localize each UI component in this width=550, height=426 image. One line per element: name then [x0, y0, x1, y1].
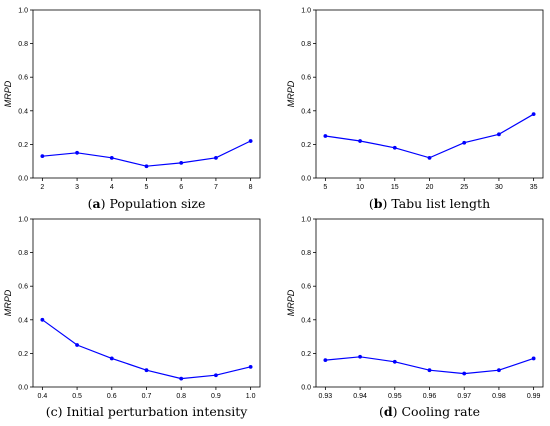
x-tick-label: 7	[214, 184, 218, 191]
x-tick-label: 0.5	[72, 393, 82, 400]
y-tick-label: 0.0	[301, 385, 311, 392]
x-tick-label: 0.9	[211, 393, 221, 400]
x-tick-label: 10	[356, 184, 364, 191]
y-tick-label: 0.2	[301, 142, 311, 149]
x-tick-label: 0.99	[527, 393, 541, 400]
series-line	[42, 140, 251, 167]
data-point	[248, 139, 253, 143]
x-tick-label: 3	[75, 184, 79, 191]
panel-caption: (d) Cooling rate	[379, 404, 480, 419]
x-tick-label: 0.6	[107, 393, 117, 400]
y-tick-label: 0.8	[301, 250, 311, 257]
y-tick-label: 0.0	[18, 176, 28, 183]
y-tick-label: 1.0	[18, 217, 28, 224]
y-tick-label: 0.0	[301, 176, 311, 183]
y-tick-label: 0.4	[301, 108, 311, 115]
panel-caption: (c) Initial perturbation intensity	[46, 404, 249, 419]
y-tick-label: 0.2	[18, 142, 28, 149]
data-point	[427, 368, 432, 373]
data-point	[75, 343, 79, 347]
data-point	[462, 371, 467, 376]
y-tick-label: 0.8	[301, 41, 311, 48]
y-tick-label: 1.0	[301, 8, 311, 15]
y-tick-label: 1.0	[301, 217, 311, 224]
y-tick-label: 0.4	[301, 317, 311, 324]
data-point	[497, 368, 501, 373]
data-point	[392, 359, 397, 364]
x-tick-label: 0.94	[353, 393, 367, 400]
panel-caption: (b) Tabu list length	[369, 196, 490, 211]
x-tick-label: 25	[460, 184, 468, 191]
series-line	[325, 113, 534, 159]
data-point	[323, 134, 328, 138]
data-point	[179, 160, 184, 165]
y-axis-label: MRPD	[3, 80, 13, 107]
y-tick-label: 0.4	[18, 108, 28, 115]
data-point	[40, 317, 45, 322]
chart-panel-a: 0.0 0.2 0.4 0.6 0.8 1.0 2 3 4 5 6 7 8 MRPD (a) Populat…	[3, 8, 261, 211]
plot-frame	[315, 9, 544, 179]
y-tick-label: 0.8	[18, 41, 28, 48]
data-point	[179, 376, 184, 381]
data-point	[358, 354, 362, 359]
y-tick-label: 0.6	[301, 75, 311, 82]
data-point	[75, 150, 79, 155]
x-tick-label: 1.0	[246, 393, 256, 400]
data-point	[214, 155, 218, 160]
y-tick-label: 0.6	[18, 284, 28, 291]
y-axis-label: MRPD	[3, 289, 13, 316]
y-tick-label: 0.2	[18, 351, 28, 358]
y-tick-label: 0.2	[301, 351, 311, 358]
data-point	[109, 356, 114, 361]
x-tick-label: 20	[426, 184, 434, 191]
x-tick-label: 0.97	[457, 393, 471, 400]
data-point	[109, 155, 114, 160]
x-tick-label: 6	[179, 184, 183, 191]
y-tick-label: 0.8	[18, 250, 28, 257]
y-axis-label: MRPD	[286, 80, 296, 107]
x-tick-label: 0.95	[388, 393, 402, 400]
x-tick-label: 0.4	[38, 393, 48, 400]
y-tick-label: 0.0	[18, 385, 28, 392]
data-point	[358, 139, 362, 143]
data-point	[144, 164, 149, 169]
x-tick-label: 2	[40, 184, 44, 191]
data-point	[497, 132, 501, 137]
y-tick-label: 1.0	[18, 8, 28, 15]
x-tick-label: 15	[391, 184, 399, 191]
data-point	[531, 112, 536, 117]
data-point	[462, 140, 467, 145]
data-point	[214, 373, 218, 378]
y-tick-label: 0.4	[18, 317, 28, 324]
data-point	[144, 368, 149, 373]
data-point	[323, 358, 328, 363]
plot-frame	[315, 218, 544, 388]
x-tick-label: 0.7	[142, 393, 152, 400]
x-tick-label: 35	[530, 184, 538, 191]
y-axis-label: MRPD	[286, 289, 296, 316]
x-tick-label: 0.8	[176, 393, 186, 400]
x-tick-label: 0.93	[319, 393, 333, 400]
data-point	[40, 154, 45, 159]
chart-panel-c: 0.0 0.2 0.4 0.6 0.8 1.0 0.4 0.5 0.6 0.7 0.8 0.9 1.0 M…	[3, 217, 261, 419]
x-tick-label: 5	[145, 184, 149, 191]
x-tick-label: 5	[323, 184, 327, 191]
data-point	[531, 356, 536, 361]
x-tick-label: 0.96	[423, 393, 437, 400]
plot-frame	[32, 218, 261, 388]
chart-panel-b: 0.0 0.2 0.4 0.6 0.8 1.0 5 10 15 20 25 30 35 MRPD (b) T…	[286, 8, 544, 211]
chart-panel-d: 0.0 0.2 0.4 0.6 0.8 1.0 0.93 0.94 0.95 0.96 0.97 0.…	[286, 217, 544, 419]
x-tick-label: 8	[249, 184, 253, 191]
data-point	[427, 155, 432, 160]
x-tick-label: 4	[110, 184, 114, 191]
x-tick-label: 30	[495, 184, 503, 191]
y-tick-label: 0.6	[18, 75, 28, 82]
panel-caption: (a) Population size	[88, 196, 206, 211]
y-tick-label: 0.6	[301, 284, 311, 291]
x-tick-label: 0.98	[492, 393, 506, 400]
data-point	[248, 364, 253, 369]
data-point	[392, 145, 397, 150]
